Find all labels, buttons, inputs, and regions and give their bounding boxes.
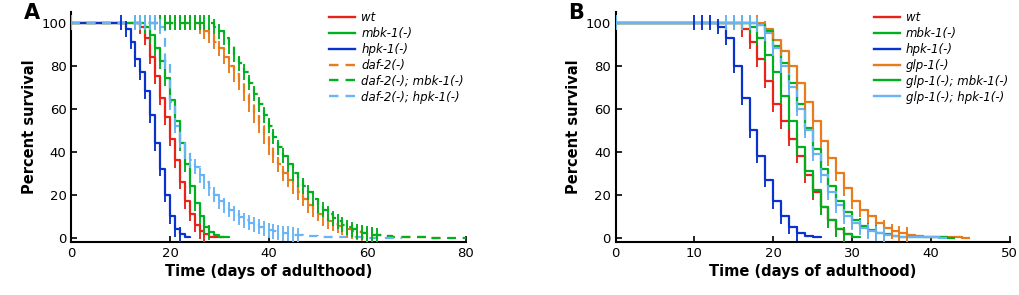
- Text: A: A: [24, 3, 40, 23]
- Text: B: B: [568, 3, 584, 23]
- X-axis label: Time (days of adulthood): Time (days of adulthood): [708, 264, 915, 279]
- Y-axis label: Percent survival: Percent survival: [22, 60, 37, 194]
- Legend: wt, mbk-1(-), hpk-1(-), daf-2(-), daf-2(-); mbk-1(-), daf-2(-); hpk-1(-): wt, mbk-1(-), hpk-1(-), daf-2(-), daf-2(…: [329, 11, 464, 104]
- X-axis label: Time (days of adulthood): Time (days of adulthood): [165, 264, 372, 279]
- Legend: wt, mbk-1(-), hpk-1(-), glp-1(-), glp-1(-); mbk-1(-), glp-1(-); hpk-1(-): wt, mbk-1(-), hpk-1(-), glp-1(-), glp-1(…: [873, 11, 1007, 104]
- Y-axis label: Percent survival: Percent survival: [566, 60, 581, 194]
